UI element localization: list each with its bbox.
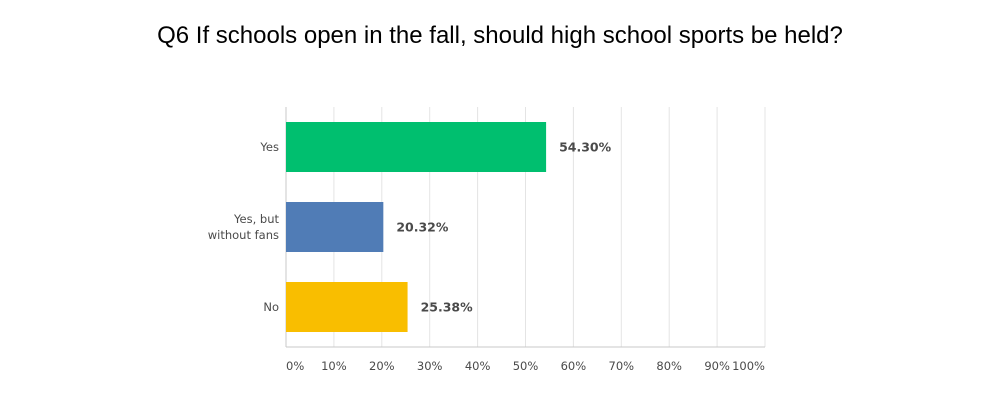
chart-title: Q6 If schools open in the fall, should h… (157, 22, 843, 49)
bar (286, 122, 547, 172)
data-label: 54.30% (559, 140, 612, 155)
category-label: No (263, 300, 279, 314)
x-tick-label: 70% (609, 359, 635, 373)
x-tick-label: 60% (561, 359, 587, 373)
x-tick-label: 100% (732, 359, 765, 373)
x-tick-label: 90% (704, 359, 730, 373)
x-tick-label: 40% (465, 359, 491, 373)
data-label: 20.32% (396, 220, 449, 235)
x-tick-label: 0% (286, 359, 304, 373)
x-tick-label: 10% (321, 359, 347, 373)
x-tick-label: 50% (513, 359, 539, 373)
category-label: without fans (208, 228, 279, 242)
data-label: 25.38% (421, 300, 474, 315)
x-tick-label: 30% (417, 359, 443, 373)
category-label: Yes (259, 140, 279, 154)
x-tick-label: 20% (369, 359, 395, 373)
category-label: Yes, but (233, 212, 279, 226)
bar (286, 282, 408, 332)
x-tick-label: 80% (656, 359, 682, 373)
bar (286, 202, 384, 252)
